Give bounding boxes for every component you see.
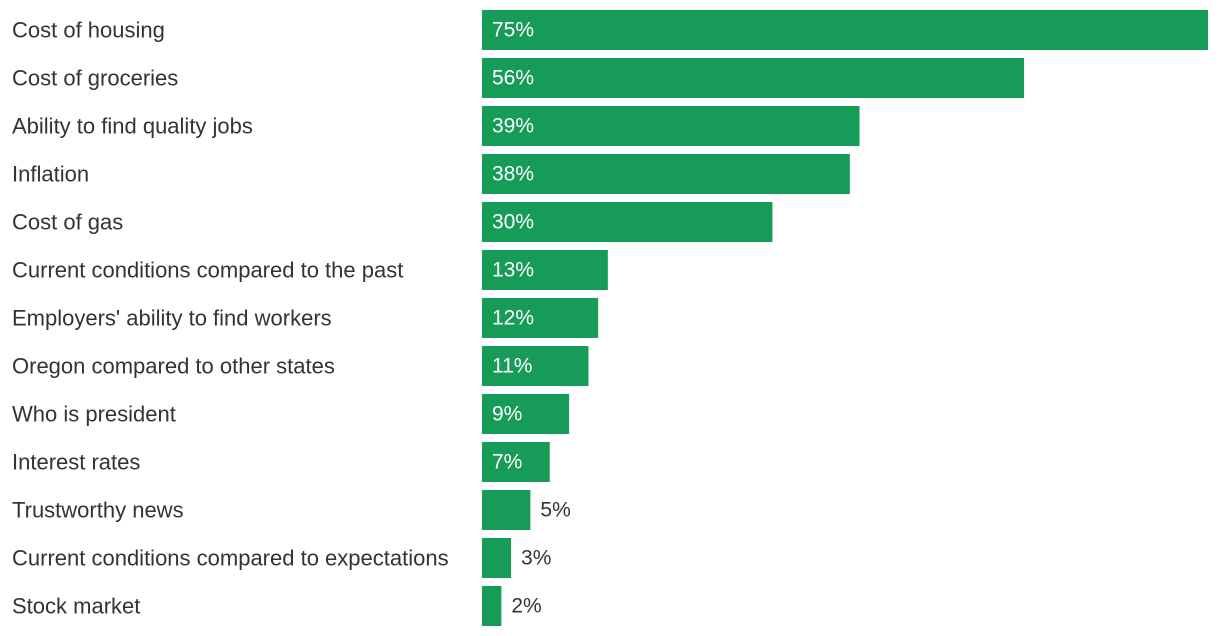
bar <box>482 106 860 146</box>
category-label: Inflation <box>12 162 89 187</box>
bar <box>482 346 589 386</box>
value-label: 9% <box>492 403 522 426</box>
bar <box>482 490 531 530</box>
category-label: Employers' ability to find workers <box>12 306 332 331</box>
value-label: 2% <box>511 595 541 618</box>
category-label: Trustworthy news <box>12 498 184 523</box>
bar <box>482 202 773 242</box>
bar <box>482 10 1208 50</box>
category-label: Stock market <box>12 594 140 619</box>
value-label: 38% <box>492 163 534 186</box>
bars-layer: Cost of housing 75% Cost of groceries 56% Ab… <box>12 10 1208 626</box>
value-label: 12% <box>492 307 534 330</box>
value-label: 75% <box>492 19 534 42</box>
category-label: Ability to find quality jobs <box>12 114 253 139</box>
value-label: 13% <box>492 259 534 282</box>
value-label: 5% <box>540 499 570 522</box>
category-label: Oregon compared to other states <box>12 354 335 379</box>
category-label: Current conditions compared to expectati… <box>12 546 449 571</box>
category-label: Who is president <box>12 402 176 427</box>
bar <box>482 58 1025 98</box>
bar <box>482 538 512 578</box>
category-label: Interest rates <box>12 450 140 475</box>
bar <box>482 442 550 482</box>
bar <box>482 586 502 626</box>
value-label: 30% <box>492 211 534 234</box>
bar <box>482 250 608 290</box>
value-label: 39% <box>492 115 534 138</box>
value-label: 56% <box>492 67 534 90</box>
category-label: Cost of gas <box>12 210 123 235</box>
category-label: Cost of groceries <box>12 66 178 91</box>
value-label: 7% <box>492 451 522 474</box>
value-label: 11% <box>492 355 532 378</box>
bar <box>482 154 850 194</box>
bar <box>482 298 599 338</box>
value-label: 3% <box>521 547 551 570</box>
bar <box>482 394 570 434</box>
category-label: Current conditions compared to the past <box>12 258 403 283</box>
category-label: Cost of housing <box>12 18 165 43</box>
